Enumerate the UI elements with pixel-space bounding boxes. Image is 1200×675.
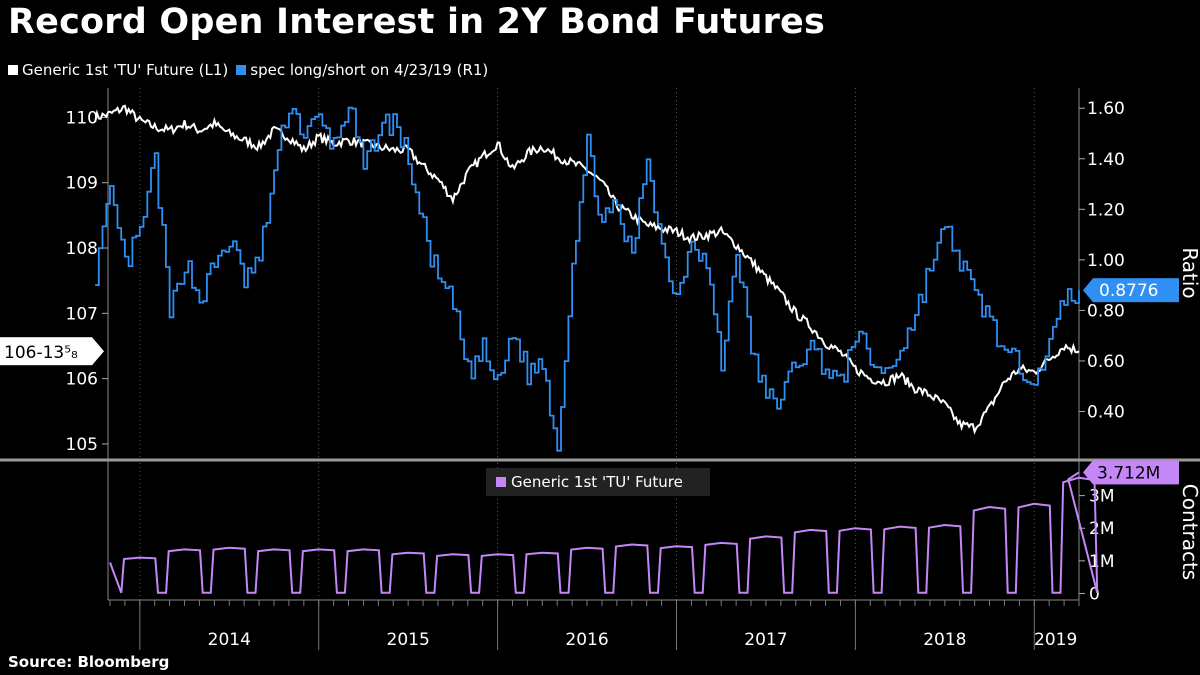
legend-swatch-ratio [236, 65, 247, 75]
left-tick-label: 105 [66, 435, 98, 455]
last-value-left-label: 106-13⁵₈ [4, 343, 78, 363]
last-value-lower-pointer [1083, 460, 1093, 485]
lower-right-tick-label: 1M [1089, 552, 1114, 572]
legend-swatch-price [8, 65, 18, 75]
x-tick-label: 2019 [1034, 630, 1077, 650]
left-tick-label: 110 [66, 108, 98, 128]
right-tick-label: 1.20 [1087, 200, 1125, 220]
legend-item-price: Generic 1st 'TU' Future (L1) [8, 61, 228, 79]
chart-legend: Generic 1st 'TU' Future (L1) spec long/s… [8, 61, 496, 79]
last-value-right-label: 0.8776 [1099, 281, 1158, 301]
series-line-ratio [95, 106, 1080, 452]
right-tick-label: 1.60 [1087, 99, 1125, 119]
x-tick-label: 2014 [208, 630, 251, 650]
last-value-left-box [0, 337, 92, 366]
left-tick-label: 107 [66, 304, 98, 324]
x-tick-label: 2017 [744, 630, 787, 650]
last-value-right-box [1093, 278, 1179, 303]
last-value-left-pointer [92, 337, 104, 366]
page-title: Record Open Interest in 2Y Bond Futures [8, 2, 826, 42]
lower-right-tick-label: 2M [1089, 519, 1114, 539]
x-tick-label: 2015 [387, 630, 430, 650]
left-tick-label: 106 [66, 370, 98, 390]
last-value-lower-label: 3.712M [1097, 463, 1160, 483]
series-line-open-interest [109, 471, 1099, 594]
source-note: Source: Bloomberg [8, 653, 170, 671]
right-tick-label: 0.40 [1087, 403, 1125, 423]
lower-legend-swatch [496, 477, 506, 487]
lower-legend-label: Generic 1st 'TU' Future [511, 473, 683, 491]
left-tick-label: 109 [66, 174, 98, 194]
legend-label-ratio: spec long/short on 4/23/19 (R1) [250, 61, 489, 79]
right-tick-label: 0.80 [1087, 301, 1125, 321]
lower-right-tick-label: 3M [1089, 487, 1114, 507]
lower-right-tick-label: 0 [1089, 584, 1100, 604]
right-tick-label: 0.60 [1087, 352, 1125, 372]
last-value-lower-box [1093, 460, 1179, 485]
right-tick-label: 1.00 [1087, 251, 1125, 271]
legend-item-ratio: spec long/short on 4/23/19 (R1) [236, 61, 488, 79]
left-tick-label: 108 [66, 239, 98, 259]
lower-axis-title: Contracts [1178, 484, 1200, 580]
right-axis-title: Ratio [1178, 247, 1200, 298]
legend-label-price: Generic 1st 'TU' Future (L1) [22, 61, 229, 79]
right-tick-label: 1.40 [1087, 150, 1125, 170]
x-tick-label: 2016 [565, 630, 608, 650]
x-tick-label: 2018 [923, 630, 966, 650]
lower-legend-box [486, 468, 710, 496]
last-value-right-pointer [1083, 278, 1093, 303]
